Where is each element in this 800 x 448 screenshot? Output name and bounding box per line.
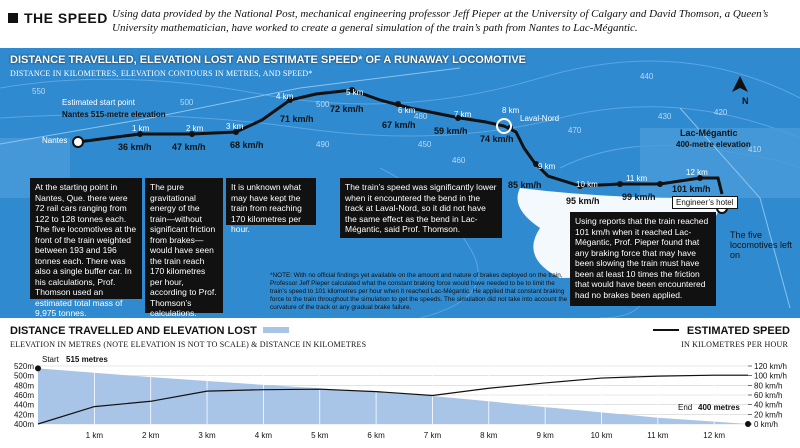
note-starting-point: At the starting point in Nantes, Que. th… — [30, 178, 142, 318]
right-tick-label: 120 km/h — [754, 362, 787, 371]
elevation-legend-swatch — [262, 327, 289, 333]
right-tick-label: 60 km/h — [754, 391, 782, 400]
right-tick-label: 40 km/h — [754, 401, 782, 410]
map-subtitle: DISTANCE IN KILOMETRES, ELEVATION CONTOU… — [10, 69, 313, 78]
place-start-elevation: Nantes 515-metre elevation — [62, 110, 166, 119]
contour-label: 480 — [414, 112, 428, 121]
speed-line — [37, 374, 748, 425]
route-km-label: 8 km — [502, 106, 520, 115]
route-km-label: 11 km — [626, 174, 648, 183]
note-laval-nord-bend: The train’s speed was significantly lowe… — [340, 178, 502, 238]
contour-label: 450 — [418, 140, 432, 149]
contour-label: 490 — [316, 140, 330, 149]
page-title: THE SPEED — [8, 10, 108, 26]
route-speed-label: 67 km/h — [382, 120, 416, 130]
note-unknown-speed-limit: It is unknown what may have kept the tra… — [226, 178, 316, 234]
route-speed-label: 71 km/h — [280, 114, 314, 124]
route-speed-label: 59 km/h — [434, 126, 468, 136]
simulation-footnote: *NOTE: With no official findings yet ava… — [270, 272, 568, 311]
route-km-label: 9 km — [538, 162, 556, 171]
left-tick-label: 460m — [14, 391, 34, 400]
map-title: DISTANCE TRAVELLED, ELEVATION LOST AND E… — [10, 54, 527, 66]
place-nantes: Nantes — [42, 136, 68, 145]
left-tick-label: 480m — [14, 381, 34, 390]
contour-label: 420 — [714, 108, 728, 117]
route-km-label: 3 km — [226, 122, 244, 131]
x-tick-label: 3 km — [198, 431, 216, 440]
x-tick-label: 4 km — [255, 431, 273, 440]
route-km-label: 4 km — [276, 92, 294, 101]
contour-label: 500 — [180, 98, 194, 107]
x-tick-label: 1 km — [86, 431, 104, 440]
left-tick-label: 440m — [14, 401, 34, 410]
route-km-label: 6 km — [398, 106, 416, 115]
left-tick-label: 420m — [14, 410, 34, 419]
speed-chart-title: ESTIMATED SPEED — [652, 325, 790, 337]
x-tick-label: 10 km — [591, 431, 613, 440]
end-point-marker — [745, 421, 751, 427]
route-speed-label: 74 km/h — [480, 134, 514, 144]
right-tick-label: 20 km/h — [754, 410, 782, 419]
speed-legend-line — [652, 329, 679, 331]
route-speed-label: 36 km/h — [118, 142, 152, 152]
route-speed-label: 68 km/h — [230, 140, 264, 150]
contour-label: 410 — [748, 145, 762, 154]
start-annotation-value: 515 metres — [66, 355, 108, 364]
place-lac-elevation: 400-metre elevation — [676, 140, 751, 149]
page-header: THE SPEED Using data provided by the Nat… — [0, 0, 800, 44]
contour-label: 440 — [640, 72, 654, 81]
start-point-marker — [35, 365, 41, 372]
route-km-label: 5 km — [346, 88, 364, 97]
contour-label: 550 — [32, 87, 46, 96]
start-annotation-label: Start — [42, 355, 60, 364]
place-locomotives: The five locomotives left on — [730, 230, 793, 260]
contour-label: 460 — [452, 156, 466, 165]
route-speed-label: 72 km/h — [330, 104, 364, 114]
route-km-label: 2 km — [186, 124, 204, 133]
route-speed-label: 95 km/h — [566, 196, 600, 206]
contour-label: 500 — [316, 100, 330, 109]
x-tick-label: 7 km — [424, 431, 442, 440]
x-tick-label: 11 km — [647, 431, 669, 440]
route-km-label: 12 km — [686, 168, 708, 177]
speed-chart-subtitle: IN KILOMETRES PER HOUR — [681, 340, 788, 349]
elevation-chart-subtitle: ELEVATION IN METRES (NOTE ELEVATION IS N… — [10, 340, 367, 349]
note-braking-force: Using reports that the train reached 101… — [570, 212, 716, 306]
intro-text: Using data provided by the National Post… — [112, 8, 769, 34]
left-tick-label: 400m — [14, 420, 34, 429]
place-start: Estimated start point — [62, 98, 135, 107]
x-tick-label: 5 km — [311, 431, 329, 440]
right-tick-label: 80 km/h — [754, 381, 782, 390]
note-gravitational-energy: The pure gravitational energy of the tra… — [145, 178, 223, 318]
route-speed-label: 85 km/h — [508, 180, 542, 190]
x-tick-label: 6 km — [367, 431, 385, 440]
route-km-label: 10 km — [576, 180, 598, 189]
end-annotation-label: End — [678, 403, 692, 412]
engineers-hotel-label: Engineer’s hotel — [672, 196, 738, 209]
compass-arrow-icon — [732, 76, 748, 92]
place-laval-nord: Laval-Nord — [520, 114, 560, 123]
elevation-area — [38, 368, 748, 424]
right-tick-label: 100 km/h — [754, 372, 787, 381]
route-speed-label: 101 km/h — [672, 184, 711, 194]
compass-n-label: N — [742, 96, 749, 106]
left-tick-label: 520m — [14, 362, 34, 371]
elevation-chart-title: DISTANCE TRAVELLED AND ELEVATION LOST — [10, 325, 289, 337]
x-tick-label: 12 km — [703, 431, 725, 440]
x-tick-label: 8 km — [480, 431, 498, 440]
contour-label: 470 — [568, 126, 582, 135]
right-tick-label: 0 km/h — [754, 420, 778, 429]
x-tick-label: 2 km — [142, 431, 160, 440]
contour-label: 430 — [658, 112, 672, 121]
route-km-label: 1 km — [132, 124, 150, 133]
route-speed-label: 47 km/h — [172, 142, 206, 152]
place-lac-megantic: Lac-Mégantic — [680, 128, 738, 138]
x-tick-label: 9 km — [536, 431, 554, 440]
route-speed-label: 99 km/h — [622, 192, 656, 202]
left-tick-label: 500m — [14, 372, 34, 381]
end-annotation-value: 400 metres — [698, 403, 740, 412]
route-km-label: 7 km — [454, 110, 472, 119]
